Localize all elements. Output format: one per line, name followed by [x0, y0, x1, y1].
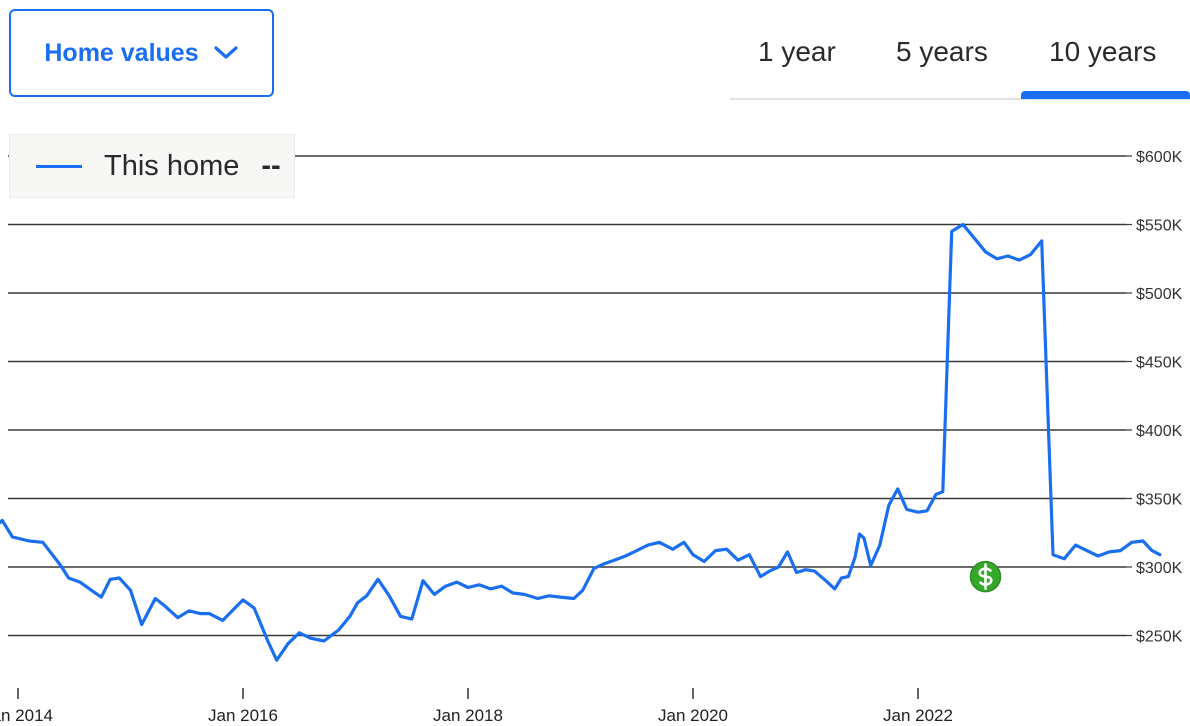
legend-value: --: [261, 149, 281, 182]
x-tick-label: Jan 2016: [208, 706, 278, 725]
y-tick-label: $600K: [1136, 149, 1183, 166]
tab-1-year[interactable]: 1 year: [758, 36, 836, 67]
grid-lines: [8, 155, 1126, 637]
y-tick-label: $450K: [1136, 355, 1183, 372]
x-axis-ticks: Jan 2014 Jan 2016 Jan 2018 Jan 2020 Jan 2022: [0, 688, 953, 725]
y-tick-label: $300K: [1136, 560, 1183, 577]
y-tick-label: $250K: [1136, 629, 1183, 646]
chevron-down-icon: [214, 46, 238, 59]
time-range-tabs: [730, 0, 1190, 100]
chart-legend: This home --: [9, 134, 295, 198]
tab-5-years[interactable]: 5 years: [896, 36, 988, 67]
x-tick-label: Jan 2022: [883, 706, 953, 725]
legend-swatch: [36, 164, 82, 168]
selected-tab-indicator: [1021, 91, 1190, 99]
y-axis-ticks: $600K $550K $500K $450K $400K $350K $300K $250K: [1126, 149, 1183, 646]
y-tick-label: $400K: [1136, 423, 1183, 440]
x-tick-label: Jan 2020: [658, 706, 728, 725]
sale-marker[interactable]: [969, 560, 1002, 593]
y-tick-label: $350K: [1136, 492, 1183, 509]
dropdown-label: Home values: [44, 38, 199, 67]
y-tick-label: $500K: [1136, 286, 1183, 303]
series-line-this-home: [0, 222, 1162, 662]
home-values-dropdown[interactable]: Home values: [9, 9, 274, 97]
tab-10-years[interactable]: 10 years: [1049, 36, 1157, 67]
y-tick-label: $550K: [1136, 218, 1183, 235]
x-tick-label: Jan 2014: [0, 706, 53, 725]
legend-label: This home: [104, 149, 240, 182]
dollar-glyph: [978, 563, 993, 590]
x-tick-label: Jan 2018: [433, 706, 503, 725]
